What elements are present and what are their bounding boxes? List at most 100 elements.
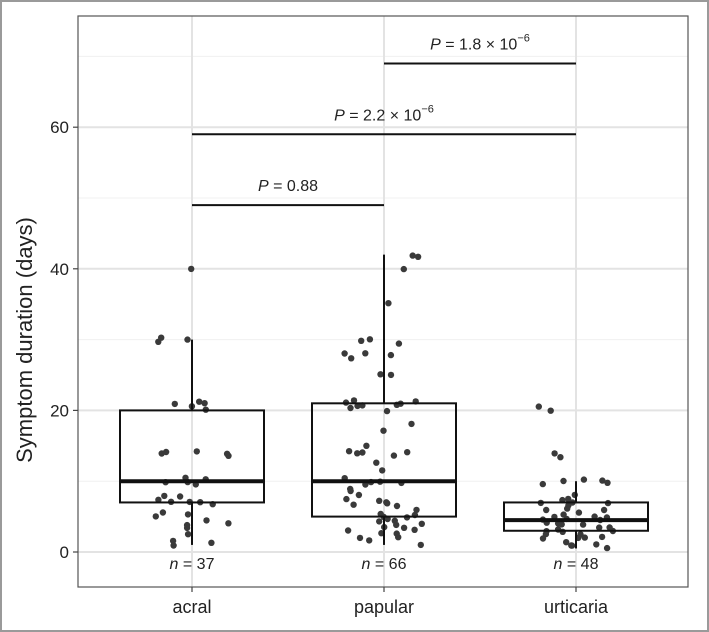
data-point-papular [383, 499, 390, 506]
y-tick-label: 40 [50, 260, 69, 279]
p-value-label-papular-urticaria: P = 1.8 × 10−6 [430, 32, 530, 53]
data-point-urticaria [580, 476, 588, 483]
data-point-papular [376, 497, 383, 504]
box-urticaria [503, 501, 649, 532]
data-point-urticaria [604, 479, 611, 486]
data-point-papular [414, 253, 422, 260]
data-point-papular [366, 336, 374, 343]
n-labels: n = 37 n = 66 n = 48 [170, 556, 599, 573]
y-axis-label: Symptom duration (days) [12, 217, 37, 463]
data-point-acral [208, 539, 215, 546]
data-point-urticaria [558, 521, 565, 528]
data-point-papular [395, 340, 403, 347]
data-point-papular [393, 521, 400, 529]
axes: 0 20 40 60 acral papular urticaria [50, 118, 609, 617]
significance-brackets: P = 0.88 P = 2.2 × 10−6 P = 1.8 × 10−6 [192, 32, 576, 207]
data-point-urticaria [563, 539, 570, 546]
data-point-acral [225, 452, 232, 459]
y-tick-label: 60 [50, 118, 69, 137]
data-point-urticaria [571, 491, 578, 499]
data-point-papular [413, 506, 420, 514]
p-value-label-acral-papular: P = 0.88 [258, 178, 318, 195]
data-point-papular [383, 407, 391, 415]
data-point-papular [376, 518, 383, 525]
data-point-acral [201, 400, 208, 407]
data-point-acral [184, 336, 191, 343]
data-point-papular [404, 449, 411, 456]
data-point-papular [390, 452, 398, 459]
data-point-acral [203, 517, 210, 524]
data-point-papular [355, 491, 363, 499]
data-point-acral [176, 493, 184, 500]
data-point-papular [358, 337, 365, 344]
data-point-papular [379, 467, 386, 474]
data-point-acral [225, 520, 232, 527]
data-point-papular [350, 397, 358, 404]
data-point-urticaria [543, 506, 550, 514]
n-label-papular: n = 66 [362, 556, 407, 573]
data-point-acral [193, 448, 200, 455]
data-point-acral [161, 492, 168, 500]
data-point-urticaria [599, 477, 606, 484]
data-point-papular [362, 350, 369, 357]
data-point-urticaria [600, 506, 608, 514]
data-point-papular [408, 420, 415, 428]
n-label-urticaria: n = 48 [554, 556, 599, 573]
data-point-papular [387, 351, 395, 359]
data-point-acral [155, 496, 162, 503]
data-point-papular [343, 495, 350, 503]
data-point-acral [159, 509, 167, 516]
data-point-urticaria [568, 542, 575, 549]
data-point-urticaria [565, 495, 572, 503]
data-point-urticaria [547, 407, 554, 414]
data-point-urticaria [559, 528, 566, 535]
data-point-papular [393, 502, 401, 510]
data-point-papular [417, 541, 424, 549]
plot-panel [77, 15, 689, 588]
data-point-papular [380, 427, 387, 434]
data-point-urticaria [579, 521, 587, 528]
data-point-papular [359, 449, 366, 456]
data-point-urticaria [603, 544, 611, 552]
x-tick-label-urticaria: urticaria [544, 597, 609, 617]
data-point-papular [354, 450, 361, 457]
data-point-acral [184, 511, 192, 518]
data-point-urticaria [596, 524, 603, 531]
data-point-urticaria [560, 477, 567, 485]
data-point-acral [158, 450, 165, 457]
data-point-papular [385, 300, 392, 307]
data-point-acral [188, 265, 195, 273]
data-point-papular [348, 355, 355, 362]
data-point-urticaria [575, 509, 583, 516]
data-point-papular [378, 530, 385, 537]
data-point-acral [170, 542, 177, 549]
data-point-urticaria [557, 454, 564, 461]
data-point-papular [418, 520, 425, 527]
data-point-acral [152, 513, 159, 520]
x-tick-label-acral: acral [172, 597, 211, 617]
data-point-papular [356, 534, 364, 542]
y-tick-label: 0 [60, 543, 69, 562]
data-point-papular [347, 487, 354, 495]
data-point-papular [350, 501, 357, 508]
data-point-acral [183, 524, 191, 532]
data-point-urticaria [564, 505, 571, 512]
data-point-papular [377, 371, 384, 378]
data-point-papular [411, 526, 418, 533]
box-papular [311, 402, 457, 518]
p-value-label-acral-urticaria: P = 2.2 × 10−6 [334, 103, 434, 124]
data-point-urticaria [539, 535, 547, 542]
data-point-urticaria [593, 541, 600, 548]
data-point-papular [363, 442, 370, 449]
data-point-urticaria [551, 450, 558, 457]
data-point-papular [344, 527, 352, 534]
data-point-papular [345, 448, 353, 455]
y-tick-label: 20 [50, 401, 69, 420]
data-point-papular [387, 371, 395, 379]
data-point-acral [184, 531, 192, 538]
n-label-acral: n = 37 [170, 556, 215, 573]
x-tick-label-papular: papular [354, 597, 414, 617]
data-point-papular [347, 404, 354, 412]
data-point-papular [373, 459, 380, 466]
